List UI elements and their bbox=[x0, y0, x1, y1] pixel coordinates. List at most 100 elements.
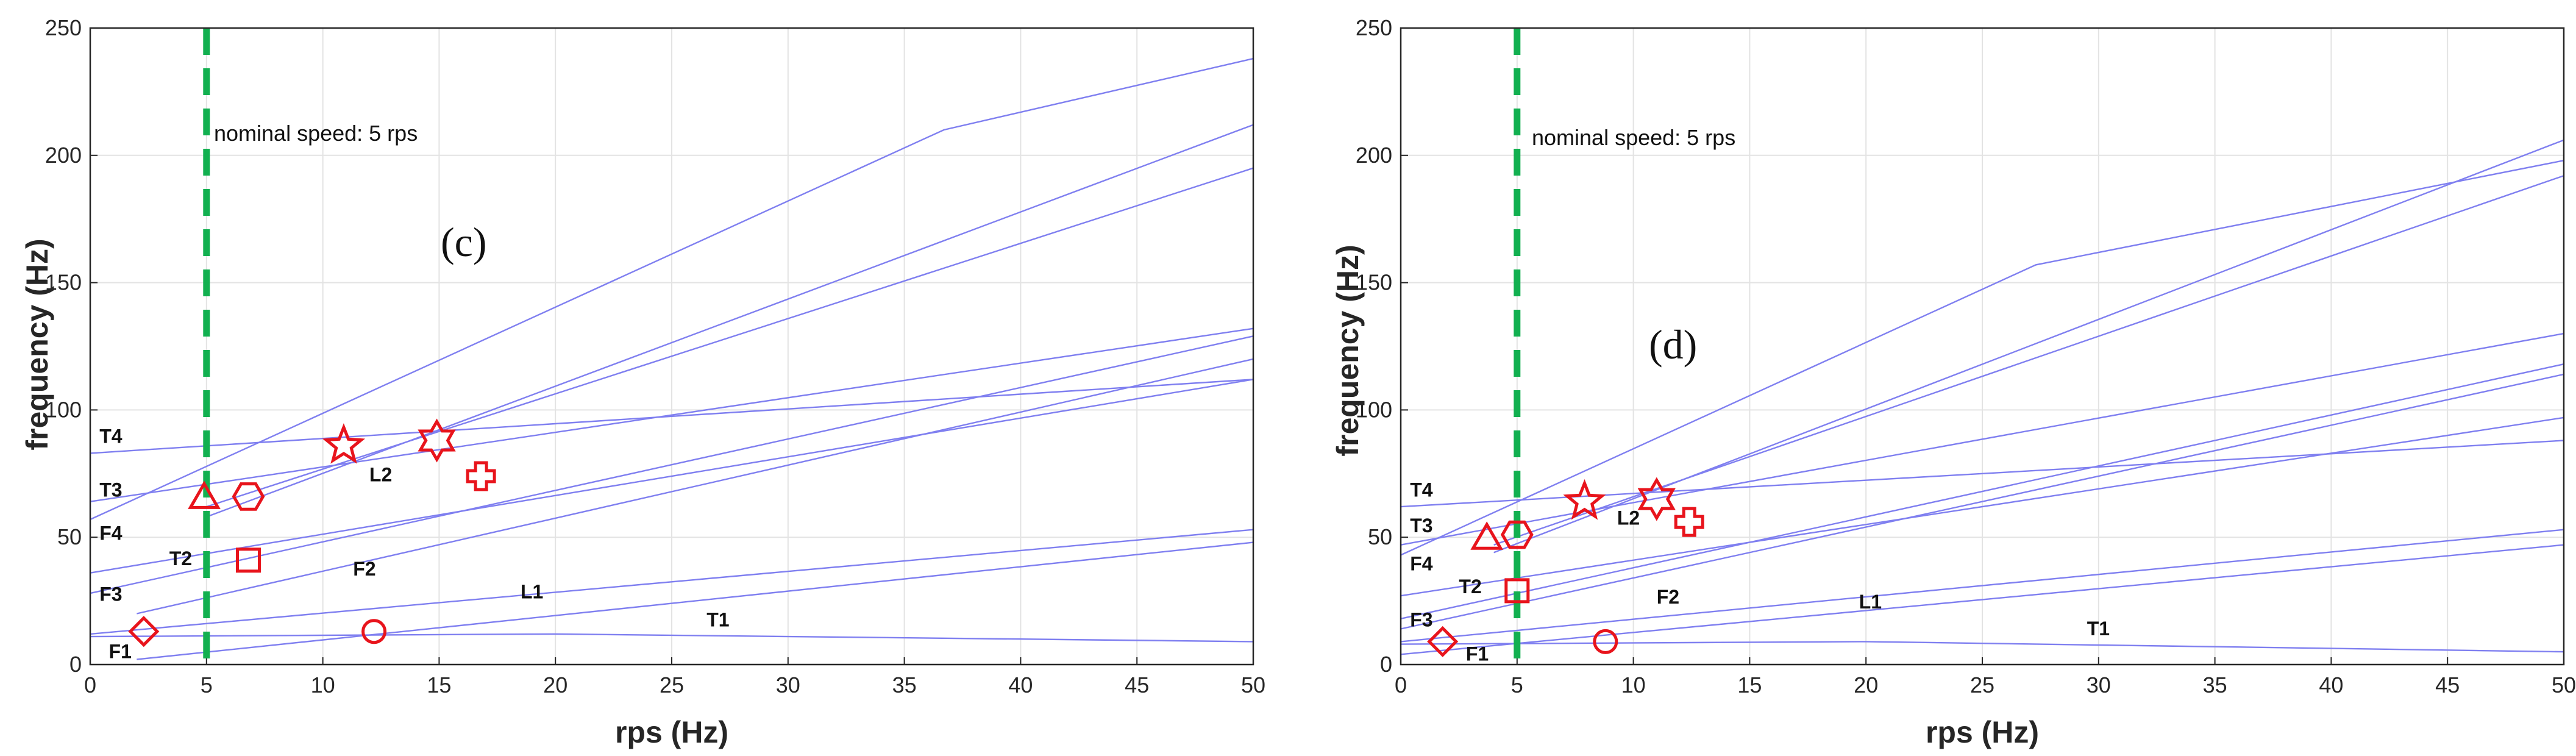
x-tick-label: 45 bbox=[1125, 672, 1149, 697]
y-tick-label: 0 bbox=[69, 652, 82, 677]
curve-t3 bbox=[90, 327, 1254, 502]
curve-f2 bbox=[1400, 373, 2564, 630]
curve-label-l2: L2 bbox=[369, 463, 392, 485]
y-tick-labels: 0 50 100 150 200 250 bbox=[1356, 15, 1392, 677]
curve-label-t1: T1 bbox=[2087, 618, 2110, 640]
curve-label-f2: F2 bbox=[353, 558, 375, 580]
x-tick-label: 50 bbox=[2552, 672, 2576, 697]
curve-t2 bbox=[1400, 416, 2564, 597]
y-tick-label: 150 bbox=[1356, 270, 1392, 295]
x-tick-label: 30 bbox=[776, 672, 800, 697]
x-tick-label: 45 bbox=[2435, 672, 2460, 697]
y-tick-label: 200 bbox=[1356, 143, 1392, 168]
curve-t1 bbox=[90, 633, 1254, 643]
curve-t2 bbox=[90, 379, 1254, 574]
curve-labels: T4 T3 F4 T2 F3 F1 L2 F2 L1 T1 bbox=[99, 426, 729, 663]
x-tick-label: 15 bbox=[427, 672, 451, 697]
y-tick-label: 250 bbox=[1356, 15, 1392, 40]
curve-label-t1: T1 bbox=[706, 608, 729, 630]
curve-l1 bbox=[90, 529, 1254, 635]
x-tick-label: 0 bbox=[84, 672, 96, 697]
y-axis-title: frequency (Hz) bbox=[1331, 244, 1365, 456]
curve-label-f1: F1 bbox=[1466, 643, 1489, 665]
y-tick-label: 200 bbox=[45, 143, 82, 168]
curve-label-t2: T2 bbox=[1459, 576, 1481, 597]
nominal-speed-annotation: nominal speed: 5 rps bbox=[1532, 125, 1735, 150]
curve-t1 bbox=[1400, 641, 2564, 653]
y-tick-label: 50 bbox=[57, 524, 82, 549]
x-tick-label: 25 bbox=[1970, 672, 1994, 697]
curve-l2a bbox=[206, 124, 1254, 518]
y-tick-labels: 0 50 100 150 200 250 bbox=[45, 15, 82, 677]
x-tick-label: 20 bbox=[543, 672, 568, 697]
x-tick-label: 25 bbox=[660, 672, 684, 697]
x-tick-label: 0 bbox=[1395, 672, 1407, 697]
axes-box bbox=[1400, 27, 2565, 666]
cross-marker bbox=[1674, 507, 1704, 537]
curve-f4 bbox=[1400, 160, 2564, 556]
x-tick-labels: 0 5 10 15 20 25 30 35 40 45 50 bbox=[1395, 672, 2576, 697]
star-marker bbox=[322, 423, 365, 464]
curve-label-f2: F2 bbox=[1657, 586, 1679, 608]
x-tick-label: 40 bbox=[2319, 672, 2343, 697]
x-tick-label: 10 bbox=[1621, 672, 1646, 697]
hexagram-marker bbox=[1637, 477, 1676, 521]
y-tick-label: 50 bbox=[1368, 524, 1392, 549]
y-tick-label: 100 bbox=[1356, 397, 1392, 422]
y-tick-label: 250 bbox=[45, 15, 82, 40]
cross-marker bbox=[466, 461, 496, 491]
x-tick-label: 5 bbox=[1511, 672, 1523, 697]
curve-l2b bbox=[1493, 175, 2564, 546]
curve-label-f3: F3 bbox=[1410, 608, 1432, 630]
x-tick-label: 35 bbox=[2203, 672, 2227, 697]
curve-f3 bbox=[90, 335, 1254, 594]
x-tick-label: 10 bbox=[311, 672, 335, 697]
star-marker bbox=[1563, 479, 1606, 520]
curve-f1 bbox=[137, 541, 1254, 660]
square-marker bbox=[235, 547, 261, 573]
y-axis-title: frequency (Hz) bbox=[20, 238, 54, 450]
y-tick-label: 150 bbox=[45, 270, 82, 295]
axes-frame bbox=[89, 27, 1254, 666]
triangle-marker bbox=[188, 480, 221, 509]
hexagon-marker bbox=[232, 482, 265, 511]
x-tick-label: 50 bbox=[1241, 672, 1265, 697]
diamond-marker bbox=[128, 616, 160, 647]
curve-label-t4: T4 bbox=[1410, 479, 1433, 501]
axes-frame bbox=[1400, 27, 2565, 666]
x-tick-label: 35 bbox=[892, 672, 917, 697]
square-marker bbox=[1504, 578, 1530, 604]
crossing-markers bbox=[128, 418, 496, 647]
triangle-marker bbox=[1470, 521, 1504, 550]
curve-l2b bbox=[206, 167, 1254, 508]
nominal-speed-annotation: nominal speed: 5 rps bbox=[214, 121, 418, 146]
panel-label: (c) bbox=[441, 219, 486, 265]
hexagon-marker bbox=[1500, 520, 1534, 549]
x-tick-label: 40 bbox=[1008, 672, 1033, 697]
panel-label: (d) bbox=[1649, 321, 1697, 368]
curve-label-l2: L2 bbox=[1617, 507, 1640, 529]
curve-label-t3: T3 bbox=[1410, 515, 1432, 537]
curve-l1 bbox=[1400, 529, 2564, 643]
axes-box bbox=[89, 27, 1254, 666]
mode-curves bbox=[90, 57, 1254, 660]
hexagram-marker bbox=[418, 418, 456, 463]
x-axis-title: rps (Hz) bbox=[615, 715, 728, 749]
curve-label-f4: F4 bbox=[99, 522, 123, 544]
curve-f3 bbox=[1400, 363, 2564, 619]
circle-marker bbox=[361, 619, 387, 644]
curve-label-f3: F3 bbox=[99, 583, 122, 605]
x-tick-labels: 0 5 10 15 20 25 30 35 40 45 50 bbox=[84, 672, 1265, 697]
y-tick-label: 100 bbox=[45, 397, 82, 422]
x-tick-label: 20 bbox=[1854, 672, 1878, 697]
curve-label-f4: F4 bbox=[1410, 552, 1433, 574]
curve-label-t3: T3 bbox=[99, 479, 122, 501]
curve-labels: T4 T3 F4 T2 F3 F1 L2 F2 L1 T1 bbox=[1410, 479, 2110, 665]
curve-f2 bbox=[137, 358, 1254, 615]
circle-marker bbox=[1593, 629, 1618, 654]
curve-label-f1: F1 bbox=[109, 641, 132, 663]
curve-label-l1: L1 bbox=[521, 580, 543, 602]
